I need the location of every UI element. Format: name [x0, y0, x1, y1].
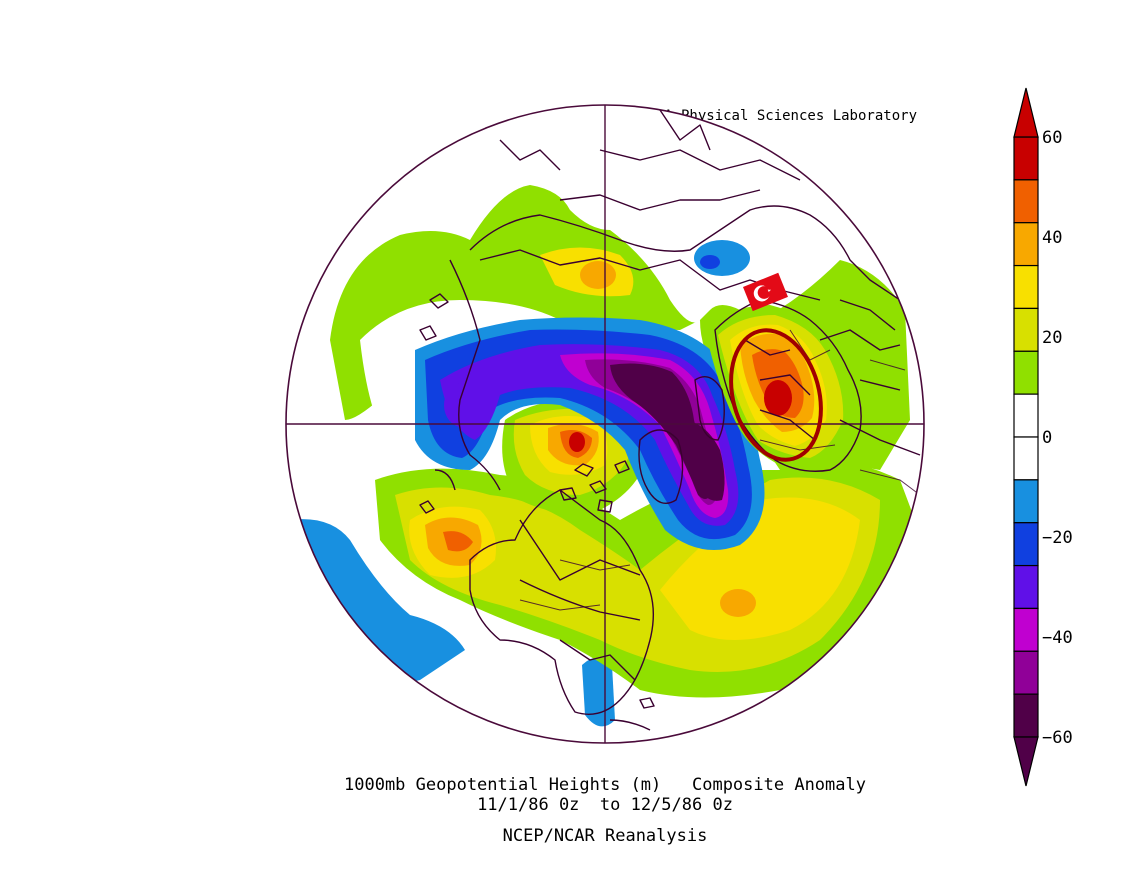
map-boundary	[285, 104, 925, 744]
anomaly-pos-red-pac	[443, 531, 473, 552]
caption-line-3: NCEP/NCAR Reanalysis	[503, 826, 708, 846]
turkey-flag-icon	[743, 272, 788, 312]
colorbar-segment	[1013, 522, 1039, 567]
colorbar-tick-label: −40	[1042, 628, 1073, 648]
anomaly-pos-orange-atl	[720, 589, 756, 617]
colorbar-segment	[1013, 693, 1039, 738]
highlight-ellipse	[729, 328, 823, 462]
colorbar-segment	[1013, 222, 1039, 267]
anomaly-pos-orange-north	[580, 261, 616, 289]
colorbar-segment	[1013, 393, 1039, 438]
colorbar-tick-label: 40	[1042, 228, 1062, 248]
colorbar-tick-label: 60	[1042, 128, 1062, 148]
anomaly-neg-dark-core	[610, 363, 712, 499]
colorbar-segment	[1013, 564, 1039, 610]
anomaly-neg-violet-west	[444, 383, 480, 427]
colorbar-segment	[1013, 607, 1039, 652]
anomaly-pos-red-europe	[764, 380, 792, 416]
colorbar-segment	[1013, 307, 1039, 352]
attribution-text: NOAA Physical Sciences Laboratory	[639, 108, 917, 124]
colorbar-segment	[1013, 350, 1039, 395]
colorbar-tick-label: 0	[1042, 428, 1052, 448]
polar-map	[286, 105, 924, 743]
colorbar-segment	[1013, 650, 1039, 695]
colorbar-segment	[1013, 479, 1039, 524]
caption-line-1: 1000mb Geopotential Heights (m) Composit…	[344, 775, 866, 795]
anomaly-neg-blue2-asia	[700, 255, 720, 269]
colorbar-tick-label: 20	[1042, 328, 1062, 348]
colorbar-bottom-triangle	[1013, 736, 1039, 787]
colorbar-tick-label: −60	[1042, 728, 1073, 748]
colorbar-top-triangle	[1013, 87, 1039, 138]
colorbar-segment	[1013, 436, 1039, 481]
colorbar-tick-label: −20	[1042, 528, 1073, 548]
colorbar: 60 40 20 0 −20 −40 −60	[1013, 87, 1073, 787]
colorbar-segment	[1013, 264, 1039, 310]
anomaly-pos-darkred-arctic	[569, 432, 585, 452]
anomaly-pos-yellow-atl	[660, 497, 860, 640]
caption-line-2: 11/1/86 0z to 12/5/86 0z	[477, 795, 733, 815]
colorbar-segment	[1013, 136, 1039, 181]
anomaly-neg-dark-core2	[680, 420, 725, 501]
colorbar-segment	[1013, 179, 1039, 224]
